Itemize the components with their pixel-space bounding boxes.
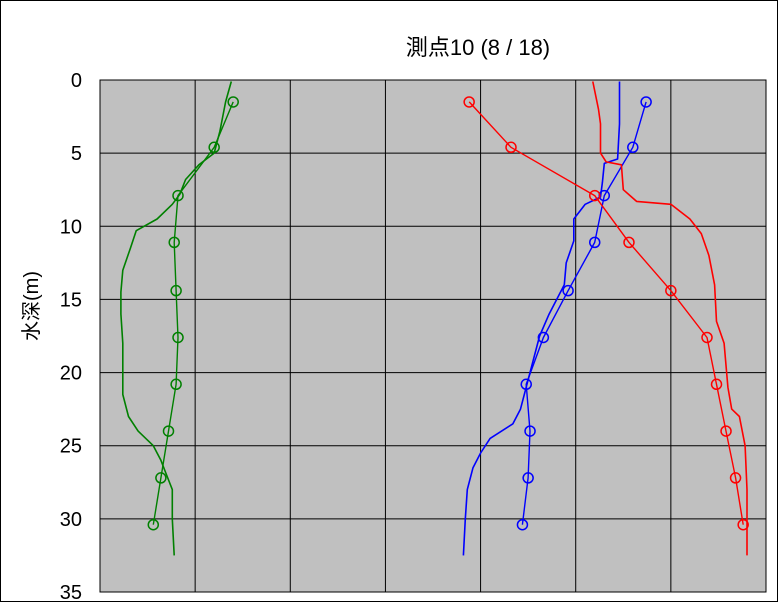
plot-area — [100, 80, 766, 592]
series-line-sampled — [468, 101, 744, 525]
series-2 — [147, 96, 239, 531]
series-line-continuous — [592, 81, 748, 556]
data-point-marker — [168, 236, 180, 249]
y-tick-label: 0 — [71, 70, 82, 92]
data-point-marker — [170, 284, 182, 297]
chart-title: 測点10 (8 / 18) — [406, 35, 550, 60]
data-point-marker — [537, 331, 550, 344]
series-layer — [120, 81, 749, 556]
data-point-marker — [172, 331, 184, 344]
data-point-marker — [170, 378, 182, 391]
data-point-marker — [665, 284, 677, 297]
data-point-marker — [710, 378, 723, 391]
series-line-sampled — [152, 101, 234, 525]
series-1 — [120, 81, 233, 556]
data-point-marker — [588, 189, 601, 202]
data-point-marker — [155, 472, 167, 484]
series-6 — [463, 96, 749, 531]
data-point-marker — [623, 236, 635, 249]
y-tick-label: 5 — [71, 143, 82, 165]
data-point-marker — [505, 141, 517, 154]
data-point-marker — [737, 518, 749, 531]
data-point-marker — [463, 96, 475, 108]
data-point-marker — [172, 189, 184, 202]
y-tick-labels: 0 5 10 15 20 25 30 35 — [60, 70, 82, 602]
data-point-marker — [162, 425, 175, 437]
data-point-marker — [627, 141, 639, 154]
series-line-sampled — [521, 101, 647, 525]
series-line-continuous — [462, 81, 621, 556]
y-tick-label: 15 — [60, 289, 82, 311]
data-point-marker — [701, 331, 713, 344]
data-point-marker — [720, 425, 732, 437]
y-tick-label: 30 — [60, 509, 82, 531]
data-point-marker — [516, 518, 529, 531]
data-point-marker — [524, 425, 536, 437]
data-point-marker — [562, 284, 574, 297]
data-point-marker — [522, 472, 534, 484]
series-5 — [592, 81, 748, 556]
grid-lines — [100, 80, 766, 592]
data-point-marker — [227, 96, 239, 108]
series-line-continuous — [120, 81, 233, 556]
data-point-marker — [208, 141, 220, 154]
data-point-marker — [640, 96, 652, 108]
series-3 — [462, 81, 621, 556]
y-tick-label: 10 — [60, 216, 82, 238]
data-point-marker — [588, 236, 601, 249]
y-tick-label: 25 — [60, 436, 82, 458]
data-point-marker — [520, 378, 532, 391]
plot-border — [99, 79, 767, 593]
y-tick-label: 20 — [60, 363, 82, 385]
data-point-marker — [147, 518, 160, 531]
y-axis-label: 水深(m) — [20, 271, 43, 341]
data-point-marker — [729, 472, 742, 484]
y-tick-label: 35 — [60, 582, 82, 602]
